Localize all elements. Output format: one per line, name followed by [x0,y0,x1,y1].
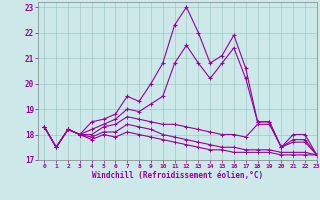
X-axis label: Windchill (Refroidissement éolien,°C): Windchill (Refroidissement éolien,°C) [92,171,263,180]
